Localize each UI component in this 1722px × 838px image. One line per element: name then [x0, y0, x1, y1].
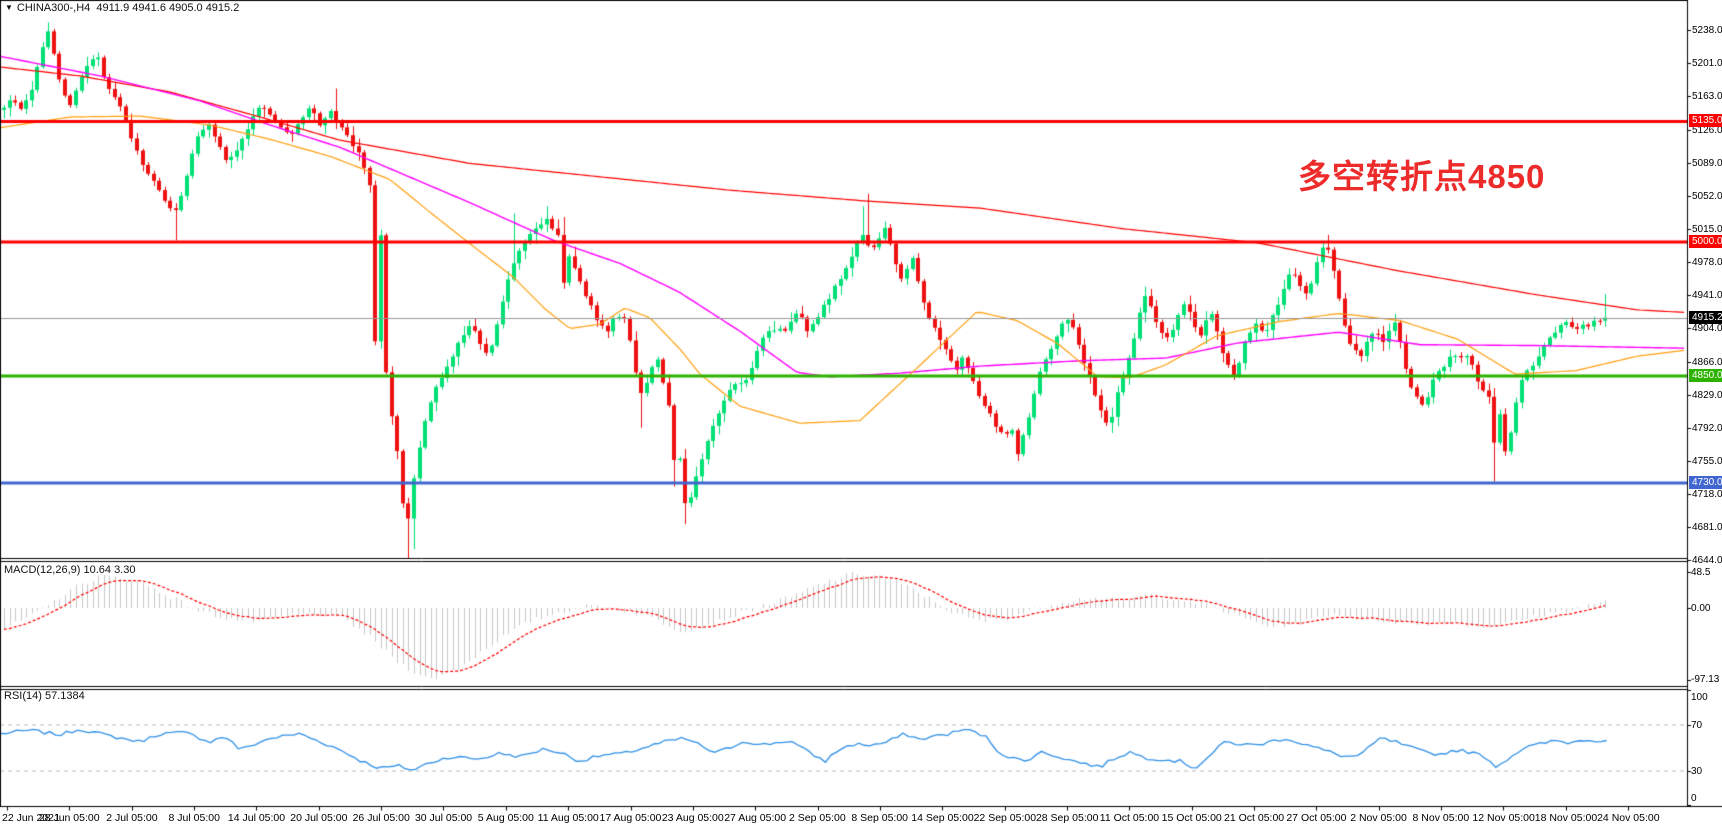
- price-tick-label: 4644.0: [1692, 554, 1722, 566]
- time-axis-label: 24 Nov 05:00: [1597, 812, 1660, 824]
- price-tick-label: 4681.0: [1692, 521, 1722, 533]
- price-tick-label: 5126.0: [1692, 124, 1722, 136]
- price-tick-label: 4829.0: [1692, 389, 1722, 401]
- price-level-badge: 5135.0: [1689, 114, 1722, 128]
- price-tick-label: 5089.0: [1692, 157, 1722, 169]
- rsi-axis-label: 100: [1691, 692, 1708, 703]
- rsi-indicator-label: RSI(14) 57.1384: [4, 690, 85, 702]
- macd-axis-label: -97.13: [1691, 674, 1720, 686]
- price-tick-label: 5052.0: [1692, 190, 1722, 202]
- price-tick-label: 4792.0: [1692, 422, 1722, 434]
- time-axis-label: 27 Aug 05:00: [724, 812, 787, 824]
- price-level-badge: 5000.0: [1689, 235, 1722, 248]
- macd-values: 10.64 3.30: [83, 564, 136, 576]
- time-axis-label: 30 Jul 05:00: [414, 812, 473, 824]
- price-tick-label: 5238.0: [1692, 24, 1722, 36]
- macd-indicator-label: MACD(12,26,9) 10.64 3.30: [4, 564, 135, 576]
- time-axis-label: 12 Nov 05:00: [1472, 812, 1535, 824]
- time-axis-label: 8 Jul 05:00: [168, 812, 220, 824]
- time-axis-label: 18 Nov 05:00: [1534, 812, 1598, 824]
- time-axis-label: 26 Jul 05:00: [352, 812, 410, 824]
- macd-axis-label: 0.00: [1691, 603, 1711, 614]
- time-axis-label: 21 Oct 05:00: [1224, 812, 1285, 824]
- price-tick-label: 4866.0: [1692, 356, 1722, 368]
- symbol-info: ▼ CHINA300-,H4 4911.9 4941.6 4905.0 4915.…: [5, 2, 239, 14]
- price-tick-label: 4755.0: [1692, 455, 1722, 467]
- current-price-badge: 4915.2: [1689, 310, 1722, 324]
- symbol-quote-ohlc: 4911.9 4941.6 4905.0 4915.2: [96, 2, 240, 14]
- price-tick-label: 4904.0: [1692, 322, 1722, 334]
- time-axis-label: 5 Aug 05:00: [477, 812, 534, 824]
- time-axis-label: 14 Sep 05:00: [911, 812, 974, 824]
- time-axis-label: 2 Sep 05:00: [789, 812, 846, 824]
- rsi-axis-label: 30: [1691, 765, 1703, 777]
- annotation-text: 多空转折点4850: [1298, 158, 1546, 195]
- time-axis-label: 28 Sep 05:00: [1035, 812, 1099, 824]
- time-axis-label: 15 Oct 05:00: [1161, 812, 1222, 824]
- time-axis-label: 20 Jul 05:00: [290, 812, 348, 824]
- symbol-name: CHINA300-,H4: [16, 2, 91, 14]
- price-tick-label: 4718.0: [1692, 488, 1722, 500]
- chevron-down-icon[interactable]: ▼: [5, 3, 13, 12]
- time-axis-label: 28 Jun 05:00: [38, 812, 100, 824]
- time-axis-label: 2 Nov 05:00: [1350, 812, 1407, 824]
- price-tick-label: 4941.0: [1692, 289, 1722, 301]
- time-axis-label: 17 Aug 05:00: [599, 812, 662, 824]
- time-axis-label: 2 Jul 05:00: [106, 812, 158, 824]
- macd-name: MACD(12,26,9): [4, 564, 81, 576]
- time-axis-label: 23 Aug 05:00: [661, 812, 724, 824]
- time-axis-label: 27 Oct 05:00: [1286, 812, 1347, 824]
- time-axis-label: 11 Oct 05:00: [1099, 812, 1160, 824]
- time-axis-label: 11 Aug 05:00: [537, 812, 599, 824]
- price-tick-label: 4978.0: [1692, 256, 1722, 268]
- price-tick-label: 5201.0: [1692, 57, 1722, 69]
- price-level-badge: 4850.0: [1689, 368, 1722, 382]
- time-axis-label: 22 Sep 05:00: [973, 812, 1037, 824]
- rsi-value: 57.1384: [44, 690, 85, 702]
- macd-axis-label: 48.5: [1691, 567, 1711, 578]
- rsi-axis-label: 0: [1691, 793, 1697, 804]
- time-axis-label: 8 Nov 05:00: [1412, 812, 1470, 824]
- rsi-name: RSI(14): [4, 690, 42, 702]
- price-tick-label: 5015.0: [1692, 223, 1722, 235]
- price-tick-label: 5163.0: [1692, 91, 1722, 103]
- time-axis-label: 8 Sep 05:00: [851, 812, 909, 824]
- rsi-axis-label: 70: [1691, 719, 1703, 731]
- time-axis-label: 14 Jul 05:00: [227, 812, 286, 824]
- time-axis-label: 22 Jun 2021: [2, 812, 60, 824]
- price-level-badge: 4730.0: [1689, 476, 1722, 490]
